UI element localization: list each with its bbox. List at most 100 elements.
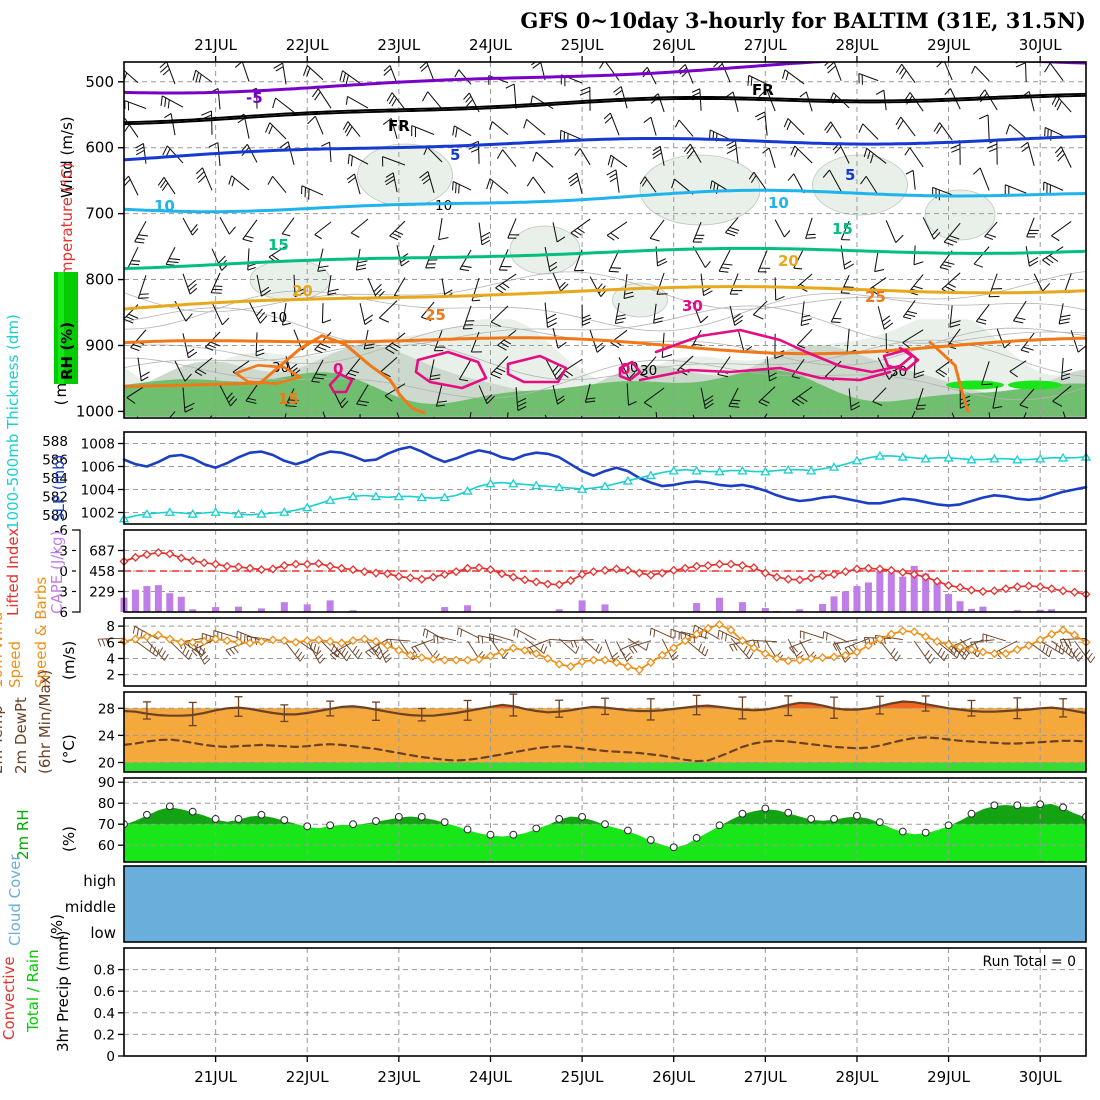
wind-barb-flag — [1028, 256, 1039, 264]
lifted-index-marker — [955, 582, 965, 592]
wind-barb-shaft — [389, 220, 406, 237]
wind-speed-marker — [760, 649, 770, 659]
wind-barb — [567, 172, 583, 194]
wind-barb-flag — [797, 344, 806, 349]
wind-barb-flag — [726, 148, 737, 155]
wind-barb-flag — [913, 285, 923, 290]
wind-barb-shaft — [544, 302, 549, 328]
wind-barb-shaft — [507, 218, 517, 239]
wind-barb — [452, 125, 472, 138]
wind-barb-flag — [619, 649, 626, 656]
wind-barb-flag — [526, 176, 534, 187]
wind-barb-shaft — [427, 91, 443, 110]
wind-barb-flag — [867, 150, 871, 160]
wind-barb-flag — [937, 647, 943, 655]
wind-barb-shaft — [1049, 62, 1064, 82]
wind-barb-flag — [580, 86, 591, 92]
wind-barb-flag — [339, 397, 347, 405]
wind-barb-shaft — [454, 125, 472, 137]
wind-barb — [507, 218, 520, 239]
lifted-index-marker — [130, 552, 140, 562]
wind-barb-shaft — [210, 110, 213, 135]
wind-barb-shaft — [618, 357, 630, 379]
wind-barb-flag — [692, 624, 696, 633]
lifted-index-marker — [359, 567, 370, 577]
wind-barb-flag — [933, 232, 941, 240]
wind-barb-shaft — [458, 69, 472, 85]
wind-barb-shaft — [830, 300, 842, 323]
thickness-marker — [576, 484, 588, 493]
wind-barb-flag — [124, 318, 134, 324]
temp-contour-30b — [638, 366, 892, 382]
lifted-index-marker — [188, 556, 198, 566]
wind-barb — [489, 121, 509, 136]
lifted-index-marker — [554, 580, 564, 590]
rh2m-marker — [1036, 800, 1045, 809]
wind-barb-flag — [801, 318, 812, 322]
wind-barb — [478, 385, 495, 405]
li-axis-bracket — [76, 529, 81, 613]
wind-barb-flag — [704, 648, 709, 657]
temp2m-ytick: 28 — [98, 701, 115, 717]
temp-label-15-surface: 15 — [278, 390, 299, 408]
wind-barb-shaft — [347, 121, 361, 137]
wind-barb-shaft — [301, 185, 324, 196]
wind-barb — [420, 301, 435, 322]
wind-barb — [242, 219, 258, 243]
wind-barb-flag — [615, 321, 624, 324]
upper-air-ytick: 800 — [85, 271, 114, 289]
wind-barb-flag — [1009, 371, 1018, 378]
wind-barb — [365, 639, 388, 658]
wind-barb-flag — [373, 283, 382, 293]
wind-barb-flag — [572, 433, 581, 435]
wind-barb-shaft — [293, 274, 296, 297]
wind-barb-shaft — [987, 114, 990, 140]
wind-speed-marker — [256, 636, 266, 646]
wind-barb-shaft — [758, 386, 776, 403]
rh2m-marker — [715, 821, 724, 830]
wind-barb-flag — [192, 228, 199, 236]
lifted-index-marker — [978, 586, 988, 597]
wind-barb-flag — [717, 630, 720, 638]
wind-barb — [858, 72, 879, 85]
wind-barb — [799, 630, 823, 640]
wind-barb-shaft — [794, 145, 813, 164]
label-precip-convective: Convective — [0, 956, 18, 1040]
wind-barb-flag — [350, 155, 353, 167]
wind-barb-flag — [834, 146, 842, 154]
wind-barb-shaft — [858, 72, 879, 82]
xaxis-tick-top: 22JUL — [286, 36, 329, 54]
thickness-marker — [737, 465, 748, 475]
rh2m-marker — [280, 816, 289, 824]
wind-speed-marker — [692, 629, 702, 639]
wind-barb — [649, 219, 665, 242]
wind-barb-shaft — [610, 154, 628, 168]
wind-speed-marker — [417, 653, 427, 663]
wind-barb-flag — [124, 175, 129, 182]
wind-barb-flag — [568, 176, 578, 184]
wind-barb-flag — [858, 123, 864, 133]
xaxis-tick-bottom: 21JUL — [194, 1068, 237, 1086]
wind-barb — [971, 65, 990, 82]
wind-speed-marker — [657, 650, 667, 660]
wind-barb-shaft — [349, 153, 369, 165]
wind-barb — [729, 305, 744, 326]
wind-barb — [911, 410, 916, 418]
wind-barb — [382, 117, 398, 140]
wind-barb-flag — [166, 263, 175, 266]
wind-barb-flag — [455, 127, 458, 138]
wind-barb — [311, 88, 332, 109]
wind-barb — [1058, 303, 1071, 325]
slp-line — [122, 445, 1088, 507]
wind-barb-flag — [824, 62, 830, 67]
wind-barb-flag — [938, 369, 948, 376]
panel-thickness-slp-frame — [123, 431, 1087, 525]
cape-bar — [177, 596, 185, 612]
wind-barb — [877, 306, 894, 330]
temp-label-30: 30 — [682, 297, 703, 315]
panel-temp2m-frame — [123, 691, 1087, 773]
wind-barb-flag — [870, 153, 874, 164]
wind-barb-flag — [795, 398, 805, 405]
wind-barb-flag — [652, 149, 662, 156]
wind-barb-flag — [1049, 255, 1059, 262]
